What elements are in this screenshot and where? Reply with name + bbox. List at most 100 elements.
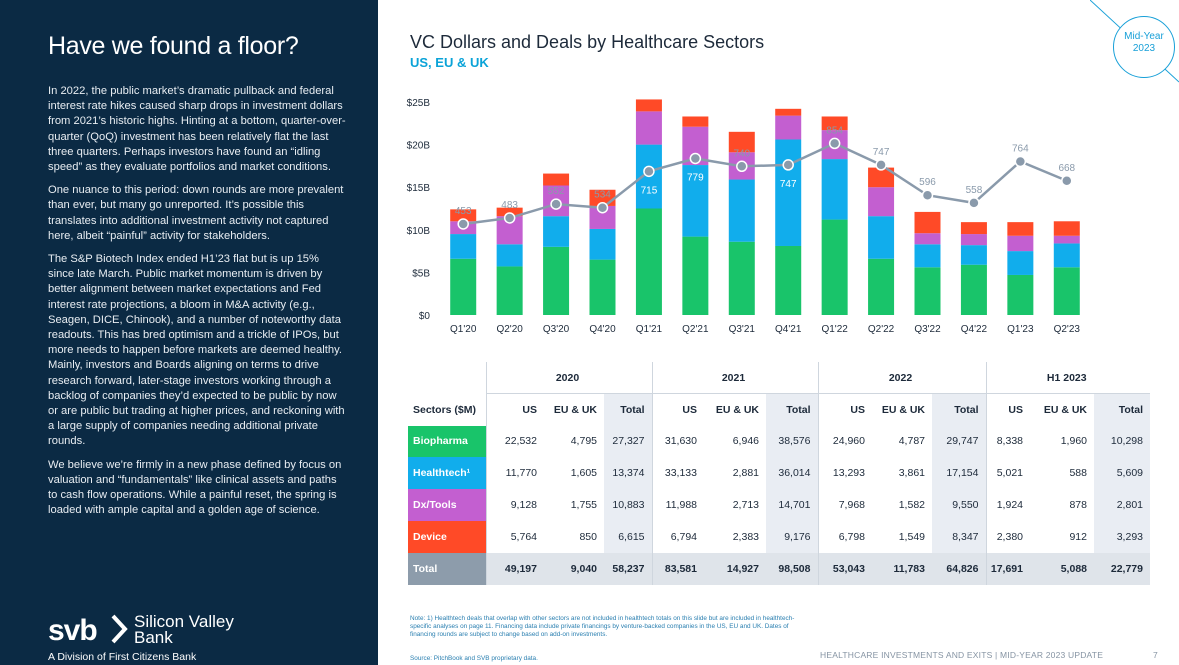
bar-segment	[821, 219, 848, 315]
table-cell: 53,043	[817, 552, 872, 585]
table-row: Biopharma 22,532 4,795 27,327 31,630 6,946 38,…	[408, 425, 1150, 458]
deals-label: 552	[548, 186, 565, 197]
table-cell: 98,508	[766, 552, 818, 585]
row-label: Healthtech¹	[408, 457, 486, 490]
bar-segment	[589, 205, 616, 229]
deals-label: 747	[873, 147, 890, 158]
table-cell: 6,946	[732, 435, 759, 448]
table-cell: 5,021	[985, 457, 1030, 490]
column-header: US	[485, 393, 544, 426]
column-header: US	[651, 393, 704, 426]
table-cell: 8,347	[932, 520, 986, 553]
table-cell: 5,764	[485, 520, 544, 553]
table-cell: 11,988	[651, 489, 704, 521]
bar-segment	[914, 211, 941, 234]
bar-segment	[1053, 267, 1080, 315]
x-tick-label: Q4'21	[775, 324, 802, 335]
bar-segment	[1053, 221, 1080, 236]
deals-point	[1061, 175, 1073, 187]
table-cell: 6,794	[651, 520, 704, 553]
table-cell: 11,770	[485, 457, 544, 490]
table-cell: 13,293	[817, 457, 872, 490]
table-cell: 2,383	[732, 530, 759, 543]
bar-segment	[775, 139, 802, 246]
y-tick-label: $0	[419, 311, 431, 322]
column-header: Total	[766, 393, 818, 426]
table-cell: 7,968	[817, 489, 872, 521]
deals-point	[643, 165, 655, 178]
deals-label: 740	[733, 148, 750, 159]
footnote: Note: 1) Healthtech deals that overlap w…	[410, 615, 795, 638]
bar-segment	[914, 233, 941, 245]
deals-label: 596	[919, 177, 936, 188]
paragraph: One nuance to this period: down rounds a…	[48, 184, 344, 242]
table-cell: 2,881	[732, 467, 759, 480]
x-tick-label: Q1'21	[636, 324, 663, 335]
table-cell: 9,040	[544, 552, 604, 585]
deals-point	[550, 198, 562, 210]
logo-wordmark: svb	[48, 614, 98, 647]
table-cell: 17,691	[985, 552, 1030, 585]
bar-segment	[589, 259, 616, 315]
column-header: US	[985, 393, 1030, 426]
table-cell: 83,581	[651, 552, 704, 585]
year-header: 2021	[651, 362, 818, 395]
x-tick-label: Q1'23	[1007, 324, 1034, 335]
row-label: Device	[408, 520, 486, 553]
deals-label: 715	[641, 185, 658, 196]
column-header: Total	[932, 393, 986, 426]
table-cell: 36,014	[766, 457, 818, 490]
stacked-bar-chart: $0 $5B $10B $15B $20B $25B Q1'20 Q2'20 Q3'20 Q4'2…	[407, 98, 1081, 335]
paragraph: We believe we’re firmly in a new phase d…	[48, 458, 342, 517]
bar-segment	[543, 173, 570, 186]
column-header: Total	[1094, 393, 1150, 426]
bar-segment	[960, 245, 987, 265]
table-cell: 14,927	[704, 552, 766, 585]
table-cell: 10,883	[604, 489, 652, 521]
deals-line	[463, 142, 1068, 226]
bar-segment	[496, 244, 523, 267]
bar-segment	[960, 264, 987, 315]
table-cell: 9,176	[766, 520, 818, 553]
bar-segment	[960, 234, 987, 246]
x-tick-label: Q1'22	[821, 324, 848, 335]
logo-name: Silicon Valley Bank	[134, 612, 234, 647]
bar-segment	[728, 131, 755, 153]
table-cell: 6,798	[817, 520, 872, 553]
bar-segment	[914, 244, 941, 268]
deals-point	[968, 197, 980, 209]
table-cell: 27,327	[604, 425, 652, 458]
deals-point	[689, 152, 702, 165]
bar-segment	[450, 234, 477, 259]
bar-segment	[450, 209, 477, 222]
table-cell: 878	[1069, 499, 1087, 512]
deals-point	[457, 218, 469, 230]
table-cell: 8,338	[985, 425, 1030, 458]
page-title: Have we found a floor?	[48, 32, 299, 60]
bar-segment	[682, 116, 709, 127]
year-header: 2020	[485, 362, 652, 395]
table-cell: 2,713	[732, 499, 759, 512]
x-tick-label: Q2'21	[682, 324, 709, 335]
table-cell: 29,747	[932, 425, 986, 458]
x-tick-label: Q2'23	[1054, 324, 1081, 335]
deals-point	[782, 159, 794, 171]
deals-point	[828, 137, 841, 150]
table-cell: 9,128	[485, 489, 544, 521]
bar-segment	[775, 115, 802, 140]
row-label: Dx/Tools	[408, 489, 486, 521]
chart-title: VC Dollars and Deals by Healthcare Secto…	[410, 32, 765, 52]
table-row: Healthtech¹ 11,770 1,605 13,374 33,133 2,881 3…	[408, 457, 1150, 490]
bar-segment	[1007, 222, 1034, 236]
table-cell: 49,197	[485, 552, 544, 585]
bar-segment	[543, 216, 570, 247]
table-cell: 6,615	[604, 520, 652, 553]
column-header: US	[817, 393, 872, 426]
bar-segment	[728, 179, 755, 242]
year-header: H1 2023	[985, 362, 1150, 395]
bar-segment	[589, 228, 616, 260]
table-cell: 5,088	[1030, 552, 1094, 585]
table-cell: 31,630	[651, 425, 704, 458]
deals-point	[875, 159, 887, 171]
table-cell: 10,298	[1094, 425, 1150, 458]
